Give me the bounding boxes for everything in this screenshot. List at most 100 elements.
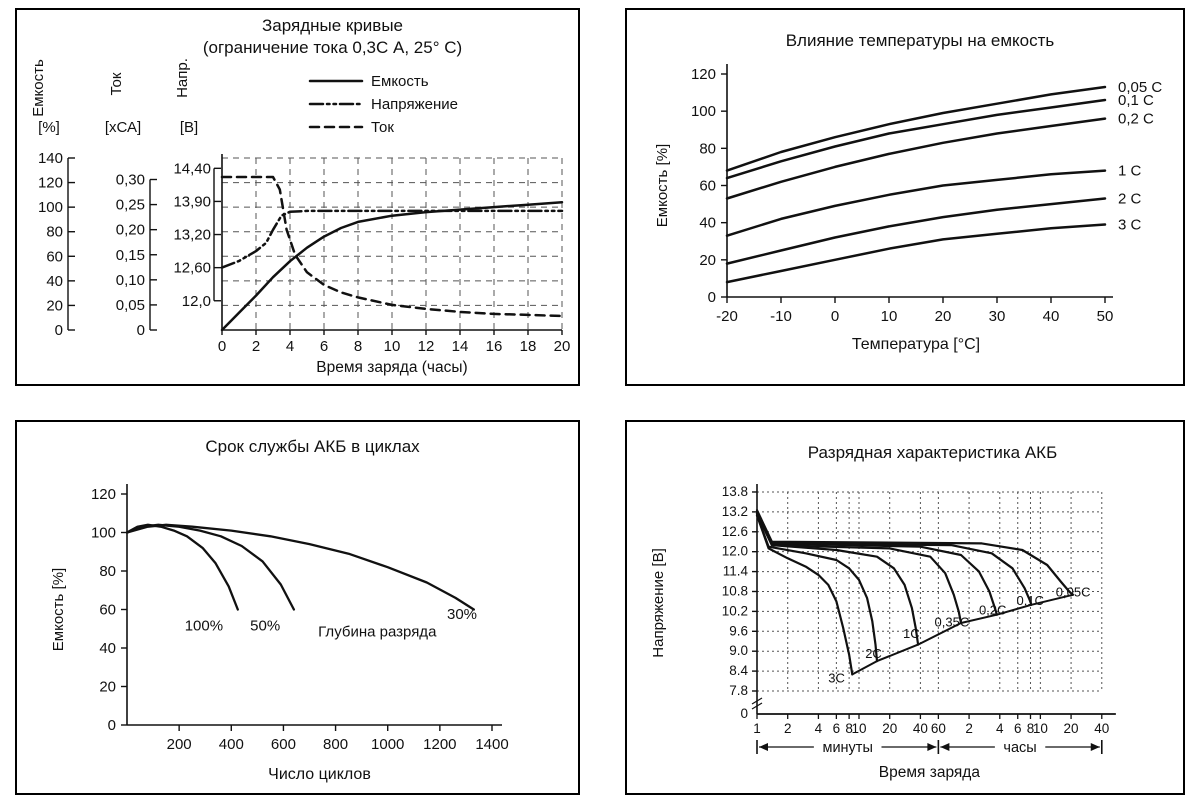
- series-30%: [125, 523, 475, 611]
- capacity-tick-label: 20: [46, 297, 63, 314]
- cycle-life-chart: 0 20 40 60 80 100 120 200 400 600 800 1000 1200 1400 Е…: [50, 484, 509, 783]
- x-tick-label: 200: [167, 736, 192, 753]
- minute-tick-label: 10: [851, 721, 866, 736]
- x-tick-label: 20: [554, 338, 571, 355]
- hour-tick-label: 40: [1094, 721, 1109, 736]
- range-arrowhead: [759, 743, 768, 751]
- series-1С: [755, 512, 920, 646]
- y-tick-label: 80: [99, 563, 116, 580]
- series-label: 2С: [865, 646, 882, 661]
- series-label: 0,05 С: [1118, 79, 1162, 96]
- voltage-tick-label: 12,0: [182, 293, 211, 310]
- range-arrowhead: [927, 743, 937, 751]
- y-tick-label: 120: [691, 66, 716, 83]
- minute-tick-label: 2: [784, 721, 792, 736]
- series-current: [220, 175, 564, 318]
- capacity-tick-label: 60: [46, 248, 63, 265]
- series-label: 100%: [185, 618, 223, 635]
- panel-cycle-life: Срок службы АКБ в циклах 0 20 40 60 80 100 120…: [15, 420, 580, 795]
- y-tick-label: 7.8: [729, 683, 748, 698]
- series-label: 3 С: [1118, 217, 1142, 234]
- current-tick-label: 0,25: [116, 197, 145, 214]
- voltage-tick-label: 12,60: [173, 260, 211, 277]
- y-tick-label: 9.6: [729, 623, 748, 638]
- current-axis-title: Ток: [108, 72, 125, 95]
- hour-tick-label: 2: [965, 721, 973, 736]
- panel-discharge-characteristic: Разрядная характеристика АКБ 13.8 13.2 12.…: [625, 420, 1185, 795]
- capacity-tick-label: 0: [55, 322, 63, 339]
- series-0,35С: [755, 512, 963, 625]
- current-tick-label: 0,15: [116, 247, 145, 264]
- series-50%: [125, 523, 296, 611]
- x-tick-label: 20: [935, 308, 952, 325]
- charging-curves-chart: 0 2 4 6 8 10 12 14 16 18 20 Время заряда (часы) 0 20 4…: [30, 58, 571, 376]
- x-tick-label: 4: [286, 338, 294, 355]
- y-tick-label: 40: [699, 215, 716, 232]
- y-axis-label: Напряжение [В]: [650, 548, 667, 657]
- x-tick-label: -20: [716, 308, 738, 325]
- series-capacity: [220, 200, 564, 332]
- x-tick-label: -10: [770, 308, 792, 325]
- y-tick-label: 13.2: [722, 504, 748, 519]
- series-0,1 С: [725, 98, 1107, 180]
- y-tick-label: 80: [699, 140, 716, 157]
- voltage-tick-label: 14,40: [173, 160, 211, 177]
- panel-temperature-capacity: Влияние температуры на емкость 0 20 40 60 80…: [625, 8, 1185, 386]
- series-3 С: [725, 223, 1107, 284]
- x-tick-label: 14: [452, 338, 469, 355]
- current-tick-label: 0,10: [116, 272, 145, 289]
- depth-of-discharge-annotation: Глубина разряда: [318, 623, 437, 640]
- minute-tick-label: 8: [845, 721, 853, 736]
- series-label: 2 С: [1118, 191, 1142, 208]
- current-tick-label: 0,05: [116, 297, 145, 314]
- y-tick-label: 120: [91, 486, 116, 503]
- series-label: 3С: [828, 671, 845, 686]
- range-label: часы: [1003, 740, 1036, 756]
- range-arrowhead: [940, 743, 950, 751]
- legend-label: Напряжение: [371, 96, 458, 113]
- y-tick-label: 20: [99, 679, 116, 696]
- current-tick-label: 0,30: [116, 172, 145, 189]
- series-label: 0,2 С: [1118, 111, 1154, 128]
- x-tick-label: 2: [252, 338, 260, 355]
- y-tick-label: 0: [108, 717, 116, 734]
- y-tick-label: 11.4: [723, 564, 749, 579]
- series-label: 0,35С: [935, 614, 970, 629]
- x-axis-label: Время заряда (часы): [316, 359, 467, 376]
- x-tick-label: 50: [1097, 308, 1114, 325]
- x-axis-label: Время заряда: [879, 764, 981, 781]
- voltage-axis-title: Напр.: [174, 58, 191, 98]
- x-tick-label: 1000: [371, 736, 404, 753]
- series-2 С: [725, 197, 1107, 265]
- y-tick-label: 20: [699, 252, 716, 269]
- range-label: минуты: [822, 740, 872, 756]
- y-tick-label: 100: [91, 525, 116, 542]
- y-axis-label: Емкость [%]: [50, 568, 67, 651]
- voltage-tick-label: 13,20: [173, 227, 211, 244]
- series-0,2С: [755, 510, 998, 616]
- x-tick-label: 0: [218, 338, 226, 355]
- series-label: 1С: [903, 626, 920, 641]
- x-tick-label: 30: [989, 308, 1006, 325]
- y-tick-label: 60: [99, 602, 116, 619]
- series-label: 0,1 С: [1118, 92, 1154, 109]
- hour-tick-label: 4: [996, 721, 1004, 736]
- series-voltage: [220, 209, 564, 269]
- y-tick-label: 9.0: [729, 643, 748, 658]
- series-label: 1 С: [1118, 163, 1142, 180]
- capacity-axis-unit: [%]: [38, 119, 60, 136]
- capacity-tick-label: 100: [38, 199, 63, 216]
- x-tick-label: 800: [323, 736, 348, 753]
- minute-tick-label: 4: [815, 721, 823, 736]
- series-3С: [755, 514, 854, 676]
- capacity-tick-label: 80: [46, 224, 63, 241]
- current-tick-label: 0,20: [116, 222, 145, 239]
- range-arrowhead: [1090, 743, 1100, 751]
- x-tick-label: 6: [320, 338, 328, 355]
- x-tick-label: 16: [486, 338, 503, 355]
- x-tick-label: 18: [520, 338, 537, 355]
- series-0,2 С: [725, 117, 1107, 200]
- y-tick-label: 8.4: [729, 663, 748, 678]
- x-axis-label: Число циклов: [268, 766, 371, 783]
